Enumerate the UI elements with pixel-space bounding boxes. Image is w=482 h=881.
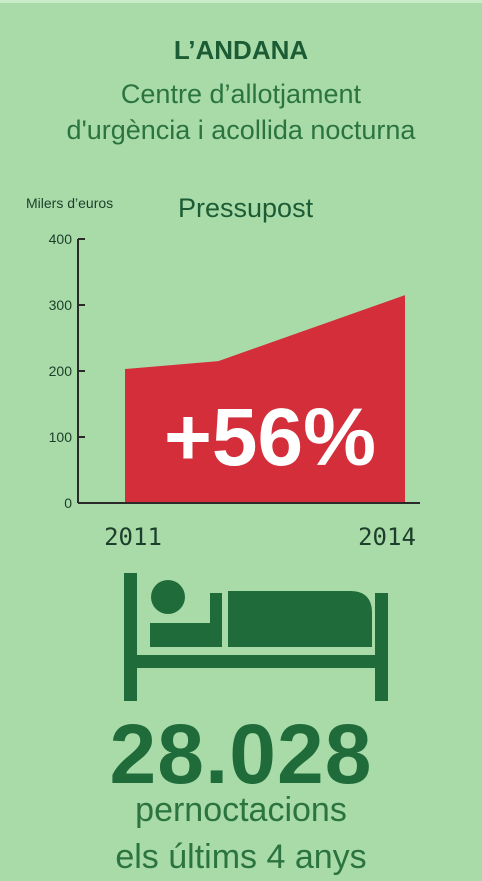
page-title: L’ANDANA	[173, 35, 309, 65]
chart-title: Pressupost	[178, 193, 314, 223]
y-tick-label: 100	[49, 429, 73, 445]
y-axis-label: Milers d’euros	[26, 195, 114, 211]
growth-annotation: +56%	[164, 392, 376, 483]
budget-area-chart: 0 100 200 300 400 2011 2014 +56%	[49, 231, 420, 551]
x-tick-label: 2011	[104, 523, 162, 551]
y-tick-label: 0	[64, 495, 72, 511]
y-tick-label: 200	[49, 363, 73, 379]
bed-icon	[124, 573, 388, 701]
overnight-stays-period: els últims 4 anys	[115, 838, 367, 876]
x-tick-label: 2014	[358, 523, 416, 551]
y-tick-label: 300	[49, 297, 73, 313]
overnight-stays-label: pernoctacions	[135, 791, 347, 829]
overnight-stays-count: 28.028	[109, 707, 373, 801]
subtitle-line-1: Centre d’allotjament	[120, 79, 362, 109]
y-tick-label: 400	[49, 231, 73, 247]
subtitle-line-2: d'urgència i acollida nocturna	[66, 115, 416, 145]
budget-area	[125, 295, 405, 503]
